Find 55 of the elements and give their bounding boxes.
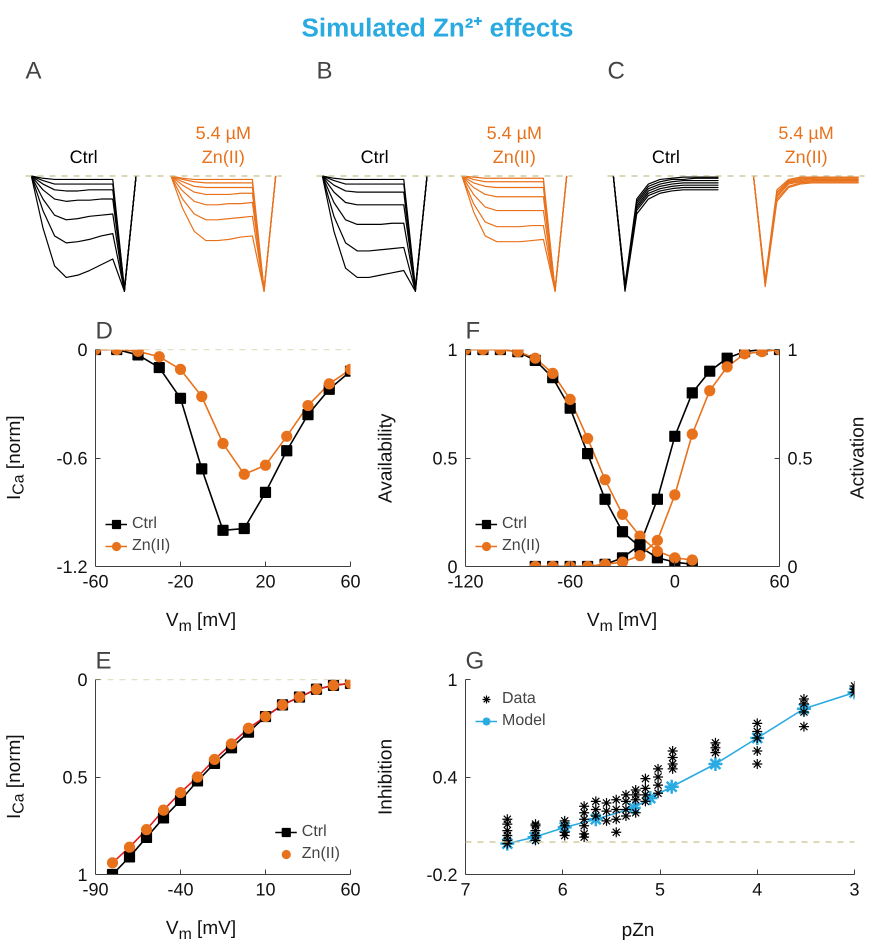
legend-label: Zn(II)	[132, 537, 170, 555]
x-tick-label: 7	[460, 880, 471, 900]
legend-label: Model	[502, 712, 546, 730]
x-tick-label: 0	[670, 572, 680, 592]
x-axis-title: V$_{m}$ [mV]	[166, 917, 236, 946]
x-tick-label: 20	[255, 572, 276, 592]
y2-tick-label: 0.5	[788, 448, 813, 468]
y-tick-label: 0	[77, 340, 88, 360]
y-tick-label: 1	[447, 340, 458, 360]
text: Simulated Zn²⁺ effects	[302, 12, 574, 42]
x-tick-label: 10	[255, 880, 276, 900]
chart-title: E	[96, 648, 112, 674]
x-tick-label: 5	[654, 880, 666, 900]
y2-tick-label: 0	[788, 557, 798, 577]
x-tick-label: 3	[849, 880, 860, 900]
chart-title: G	[466, 648, 484, 674]
y-tick-label: 1	[447, 670, 458, 690]
chart-title: C	[608, 58, 625, 84]
x-tick-label: -20	[167, 572, 194, 592]
y-tick-label: -0.6	[56, 448, 88, 468]
y-tick-label: 0.5	[432, 448, 458, 468]
y-axis-title: Availability	[374, 413, 398, 503]
chart-title: A	[26, 58, 42, 84]
legend-label: Ctrl	[302, 823, 327, 841]
y-tick-label: -0.2	[426, 865, 458, 885]
series-label: Ctrl	[360, 146, 389, 167]
x-tick-label: 6	[558, 880, 568, 900]
legend-label: Zn(II)	[502, 537, 540, 555]
x-tick-label: 4	[752, 880, 762, 900]
series-label: 5.4 µM Zn(II)	[486, 122, 542, 167]
x-tick-label: 60	[340, 880, 361, 900]
series-label: Ctrl	[652, 146, 680, 167]
chart-title: D	[96, 318, 113, 344]
y2-axis-title: Activation	[846, 416, 870, 500]
chart-title: B	[316, 58, 333, 84]
x-tick-label: 60	[769, 572, 790, 592]
y-tick-label: 0	[77, 670, 88, 690]
x-tick-label: -40	[167, 880, 194, 900]
y-tick-label: 0.4	[432, 768, 458, 788]
y2-tick-label: 1	[788, 340, 798, 360]
x-tick-label: 60	[340, 572, 361, 592]
series-label: 5.4 µM Zn(II)	[778, 122, 834, 167]
series-label: Ctrl	[70, 146, 98, 167]
legend-label: Ctrl	[132, 515, 157, 533]
x-tick-label: -60	[557, 572, 584, 592]
x-axis-title: V$_{m}$ [mV]	[166, 609, 236, 638]
legend-label: Data	[502, 690, 536, 708]
series-label: 5.4 µM Zn(II)	[196, 122, 252, 167]
y-tick-label: 0.5	[62, 768, 88, 788]
legend-label: Ctrl	[502, 515, 527, 533]
x-axis-title: V$_{m}$ [mV]	[586, 609, 658, 638]
legend-label: Zn(II)	[302, 845, 340, 863]
x-axis-title: pZn	[622, 919, 654, 944]
chart-title: F	[466, 318, 480, 344]
y-axis-title: Inhibition	[374, 738, 398, 816]
